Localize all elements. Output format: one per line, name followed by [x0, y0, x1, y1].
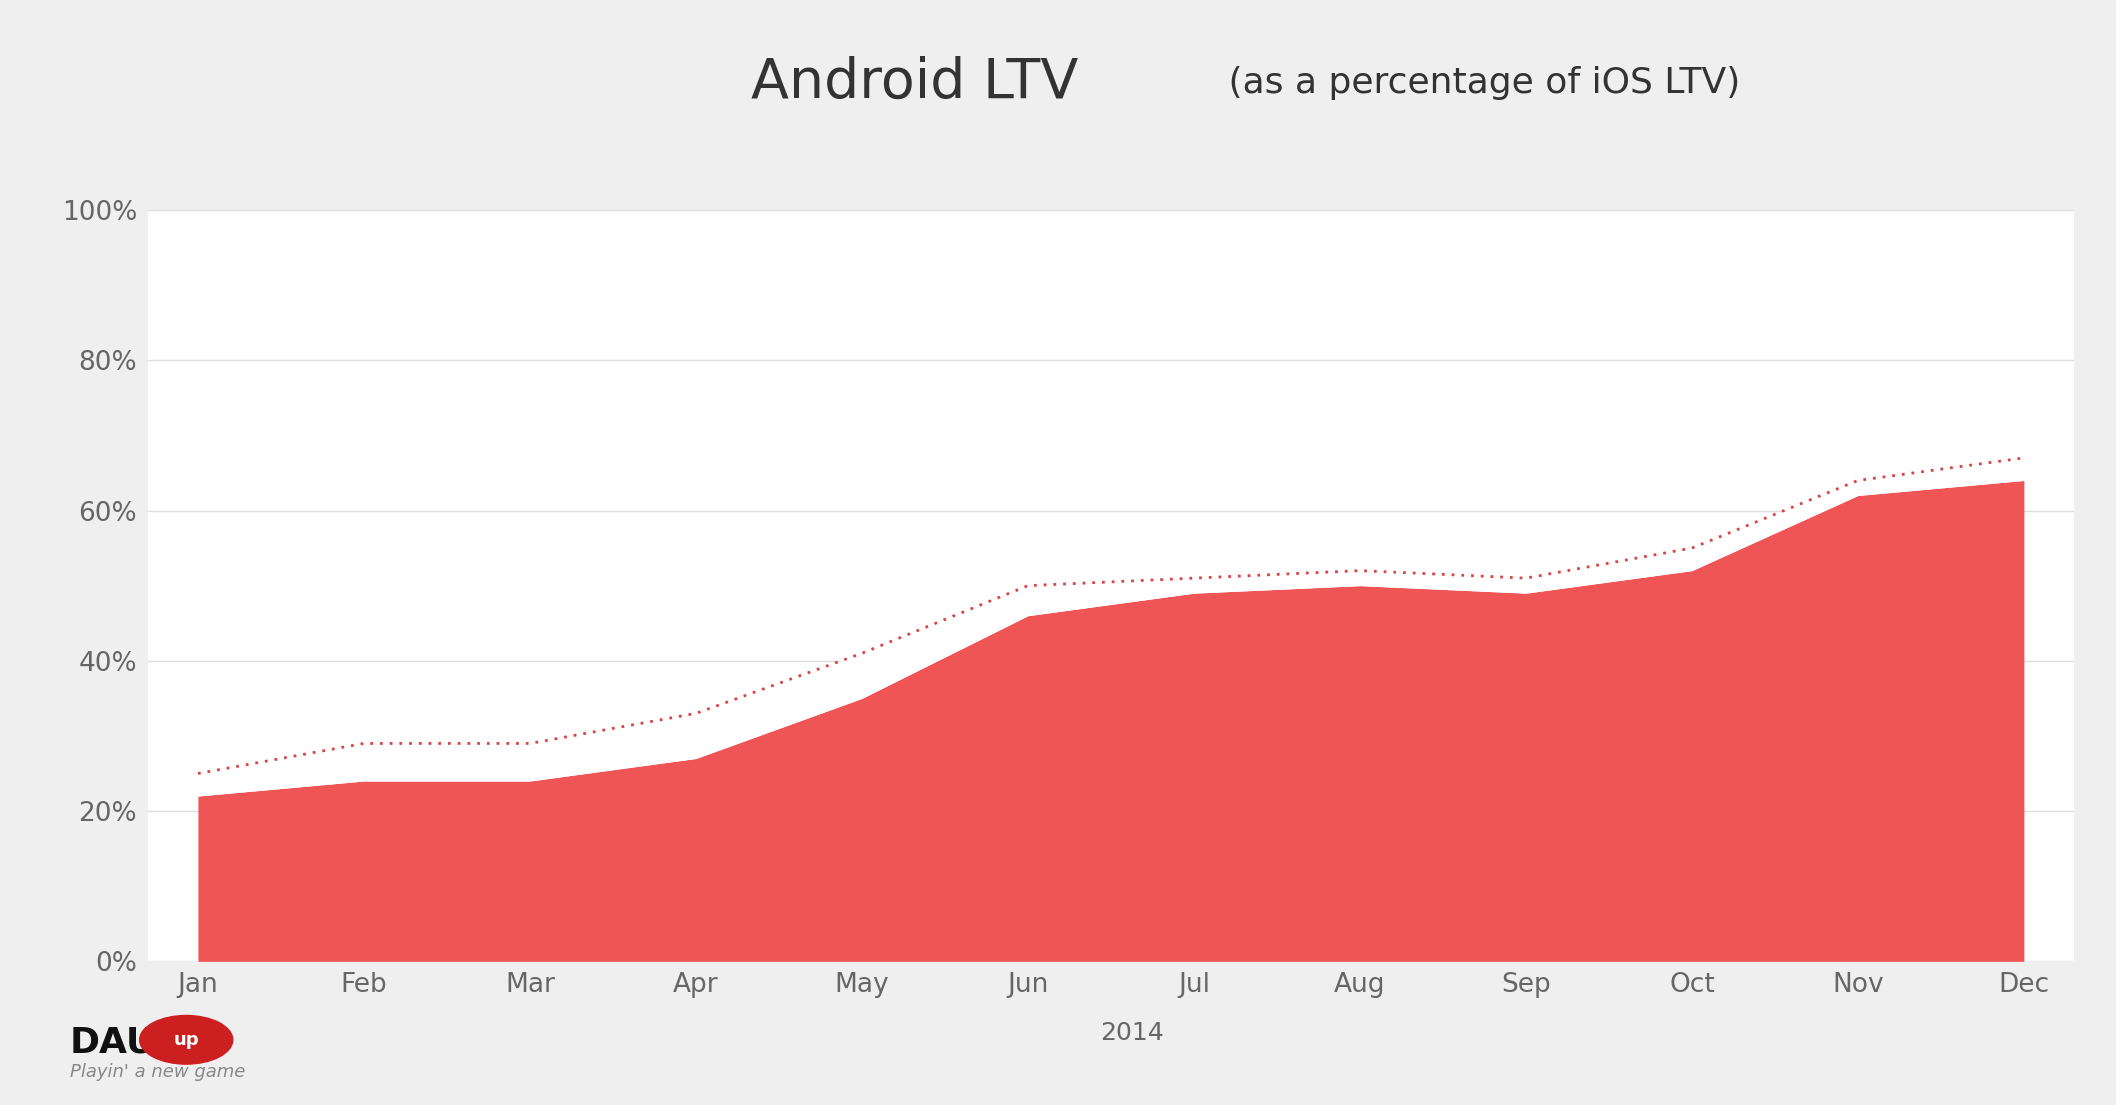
Text: up: up	[174, 1031, 199, 1049]
Text: (as a percentage of iOS LTV): (as a percentage of iOS LTV)	[1217, 66, 1739, 99]
Text: Playin' a new game: Playin' a new game	[70, 1063, 245, 1081]
Text: Android LTV: Android LTV	[751, 56, 1079, 109]
Text: 2014: 2014	[1100, 1021, 1164, 1045]
Text: DAU: DAU	[70, 1025, 157, 1059]
